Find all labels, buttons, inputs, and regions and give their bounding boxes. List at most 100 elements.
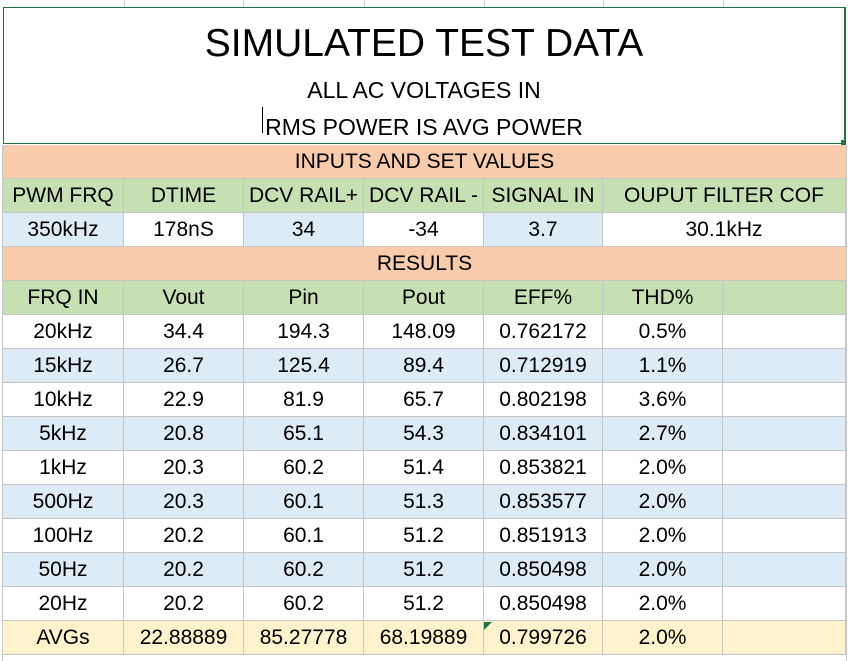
data-cell[interactable]: 194.3 [244, 315, 364, 349]
data-cell[interactable] [723, 315, 846, 349]
data-cell[interactable]: 20kHz [3, 315, 124, 349]
data-cell[interactable] [723, 485, 846, 519]
value-cell[interactable]: 30.1kHz [603, 213, 846, 247]
data-cell[interactable]: 3.6% [603, 383, 723, 417]
value-cell[interactable]: -34 [364, 213, 484, 247]
average-cell[interactable]: 68.19889 [364, 621, 484, 655]
data-cell[interactable]: 60.2 [244, 451, 364, 485]
data-cell[interactable]: 5kHz [3, 417, 124, 451]
data-cell[interactable]: 125.4 [244, 349, 364, 383]
inputs-value-row: 350kHz 178nS 34 -34 3.7 30.1kHz [3, 213, 846, 247]
header-cell[interactable]: PWM FRQ [3, 179, 124, 213]
data-cell[interactable]: 10kHz [3, 383, 124, 417]
header-cell[interactable]: OUPUT FILTER COF [603, 179, 846, 213]
data-cell[interactable]: 0.712919 [484, 349, 603, 383]
data-cell[interactable]: 0.850498 [484, 553, 603, 587]
data-cell[interactable]: 2.0% [603, 553, 723, 587]
header-cell[interactable]: THD% [603, 281, 723, 315]
data-cell[interactable]: 22.9 [124, 383, 244, 417]
results-section-header[interactable]: RESULTS [3, 247, 846, 281]
data-cell[interactable]: 65.1 [244, 417, 364, 451]
data-cell[interactable]: 0.762172 [484, 315, 603, 349]
value-cell[interactable]: 3.7 [484, 213, 603, 247]
table-row: 500Hz 20.3 60.1 51.3 0.853577 2.0% [3, 485, 846, 519]
data-cell[interactable]: 65.7 [364, 383, 484, 417]
table-row: 5kHz 20.8 65.1 54.3 0.834101 2.7% [3, 417, 846, 451]
data-cell[interactable] [723, 417, 846, 451]
results-header-row: FRQ IN Vout Pin Pout EFF% THD% [3, 281, 846, 315]
average-cell[interactable]: 2.0% [603, 621, 723, 655]
data-cell[interactable]: 500Hz [3, 485, 124, 519]
data-cell[interactable]: 51.3 [364, 485, 484, 519]
data-cell[interactable]: 15kHz [3, 349, 124, 383]
data-cell[interactable]: 51.2 [364, 587, 484, 621]
data-cell[interactable]: 0.851913 [484, 519, 603, 553]
value-cell[interactable]: 350kHz [3, 213, 124, 247]
data-cell[interactable]: 0.802198 [484, 383, 603, 417]
data-cell[interactable] [723, 553, 846, 587]
data-cell[interactable]: 20.8 [124, 417, 244, 451]
data-cell[interactable]: 60.1 [244, 519, 364, 553]
data-cell[interactable]: 34.4 [124, 315, 244, 349]
header-cell[interactable]: EFF% [484, 281, 603, 315]
data-cell[interactable]: 2.7% [603, 417, 723, 451]
data-cell[interactable]: 54.3 [364, 417, 484, 451]
header-cell[interactable]: DCV RAIL+ [244, 179, 364, 213]
data-cell[interactable]: 20.3 [124, 485, 244, 519]
data-cell[interactable]: 0.5% [603, 315, 723, 349]
header-cell[interactable] [723, 281, 846, 315]
data-cell[interactable]: 148.09 [364, 315, 484, 349]
data-cell[interactable]: 81.9 [244, 383, 364, 417]
data-cell[interactable]: 50Hz [3, 553, 124, 587]
header-cell[interactable]: SIGNAL IN [484, 179, 603, 213]
fill-handle[interactable] [841, 140, 846, 145]
header-cell[interactable]: Pout [364, 281, 484, 315]
header-cell[interactable]: Pin [244, 281, 364, 315]
data-cell[interactable]: 51.2 [364, 553, 484, 587]
data-cell[interactable]: 0.853577 [484, 485, 603, 519]
data-cell[interactable]: 20Hz [3, 587, 124, 621]
merged-title-cell[interactable]: SIMULATED TEST DATA ALL AC VOLTAGES IN R… [3, 7, 846, 145]
data-cell[interactable]: 60.2 [244, 553, 364, 587]
average-cell[interactable] [723, 621, 846, 655]
data-cell[interactable]: 2.0% [603, 519, 723, 553]
data-cell[interactable] [723, 587, 846, 621]
header-cell[interactable]: DCV RAIL - [364, 179, 484, 213]
data-cell[interactable]: 0.834101 [484, 417, 603, 451]
data-cell[interactable]: 100Hz [3, 519, 124, 553]
data-cell[interactable] [723, 349, 846, 383]
data-cell[interactable]: 20.2 [124, 553, 244, 587]
data-cell[interactable]: 0.853821 [484, 451, 603, 485]
value-cell[interactable]: 34 [244, 213, 364, 247]
header-cell[interactable]: DTIME [124, 179, 244, 213]
data-cell[interactable]: 0.850498 [484, 587, 603, 621]
data-cell[interactable] [723, 519, 846, 553]
data-cell[interactable]: 2.0% [603, 451, 723, 485]
data-cell[interactable]: 60.2 [244, 587, 364, 621]
data-cell[interactable] [723, 451, 846, 485]
data-cell[interactable] [723, 383, 846, 417]
value-cell[interactable]: 178nS [124, 213, 244, 247]
data-cell[interactable]: 26.7 [124, 349, 244, 383]
data-cell[interactable]: 51.2 [364, 519, 484, 553]
average-cell[interactable]: AVGs [3, 621, 124, 655]
column-divider [603, 0, 604, 7]
data-cell[interactable]: 20.2 [124, 519, 244, 553]
header-cell[interactable]: Vout [124, 281, 244, 315]
grid-line-left [2, 145, 3, 661]
header-cell[interactable]: FRQ IN [3, 281, 124, 315]
data-cell[interactable]: 2.0% [603, 587, 723, 621]
data-cell[interactable]: 20.3 [124, 451, 244, 485]
data-cell[interactable]: 51.4 [364, 451, 484, 485]
average-cell[interactable]: 22.88889 [124, 621, 244, 655]
data-cell[interactable]: 20.2 [124, 587, 244, 621]
table-row: 100Hz 20.2 60.1 51.2 0.851913 2.0% [3, 519, 846, 553]
data-cell[interactable]: 60.1 [244, 485, 364, 519]
average-cell[interactable]: 85.27778 [244, 621, 364, 655]
data-cell[interactable]: 1kHz [3, 451, 124, 485]
data-cell[interactable]: 1.1% [603, 349, 723, 383]
inputs-section-header[interactable]: INPUTS AND SET VALUES [3, 145, 846, 179]
data-cell[interactable]: 89.4 [364, 349, 484, 383]
data-cell[interactable]: 2.0% [603, 485, 723, 519]
average-cell[interactable]: 0.799726 [484, 621, 603, 655]
